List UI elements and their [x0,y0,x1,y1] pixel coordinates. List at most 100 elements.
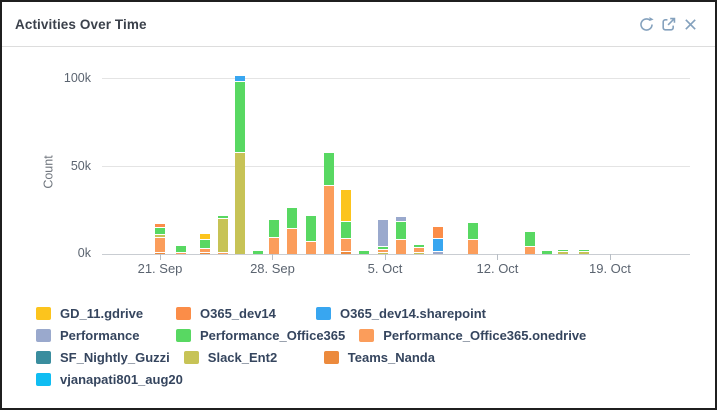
x-tick-label: 5. Oct [367,261,403,276]
legend-item[interactable]: vjanapati801_aug20 [36,370,197,389]
bar-segment[interactable] [433,251,443,254]
bar-segment[interactable] [155,252,165,254]
legend-row: GD_11.gdrive O365_dev14 O365_dev14.sharepo… [36,304,695,323]
bar-segment[interactable] [323,153,334,185]
bar-segment[interactable] [217,218,228,252]
bar-segment[interactable] [542,251,553,254]
legend-swatch-icon[interactable] [176,307,191,320]
bar-segment[interactable] [199,240,210,249]
bar-segment[interactable] [235,152,246,254]
legend-item[interactable]: GD_11.gdrive [36,304,176,323]
bar-segment[interactable] [175,246,186,253]
bar-segment[interactable] [217,215,228,218]
bar-segment[interactable] [269,219,280,238]
bar-stack[interactable] [155,224,165,254]
close-icon[interactable] [682,16,699,33]
bar-segment[interactable] [286,228,297,254]
bar-segment[interactable] [341,252,352,254]
bar-segment[interactable] [524,247,535,254]
bar-stack[interactable] [413,245,424,254]
bar-segment[interactable] [413,245,424,247]
export-icon[interactable] [660,16,677,33]
legend-item[interactable]: Slack_Ent2 [183,348,324,367]
bar-stack[interactable] [524,232,535,254]
bar-stack[interactable] [235,76,246,254]
bar-stack[interactable] [253,251,264,254]
bar-segment[interactable] [286,208,297,228]
bar-segment[interactable] [341,189,352,222]
legend-swatch-icon[interactable] [36,351,51,364]
bar-segment[interactable] [396,240,407,254]
bar-stack[interactable] [217,215,228,254]
bar-segment[interactable] [378,250,389,252]
bar-segment[interactable] [155,237,165,252]
bar-stack[interactable] [433,227,443,254]
legend-item[interactable]: Performance [36,326,176,345]
bar-segment[interactable] [199,249,210,252]
bar-segment[interactable] [175,253,186,254]
bar-segment[interactable] [413,247,424,252]
legend-item[interactable]: Performance_Office365.onedrive [359,326,600,345]
legend-swatch-icon[interactable] [36,307,51,320]
bar-segment[interactable] [396,221,407,239]
bar-segment[interactable] [341,222,352,238]
bar-segment[interactable] [413,252,424,254]
legend-swatch-icon[interactable] [323,351,339,364]
bar-segment[interactable] [433,238,443,251]
bar-segment[interactable] [341,239,352,252]
bar-stack[interactable] [286,208,297,254]
bar-segment[interactable] [269,238,280,254]
bar-stack[interactable] [306,216,317,254]
bar-stack[interactable] [269,219,280,254]
bar-stack[interactable] [378,220,389,254]
bar-segment[interactable] [235,76,246,81]
bar-stack[interactable] [199,234,210,254]
bar-segment[interactable] [155,224,165,228]
bar-segment[interactable] [524,232,535,246]
bar-segment[interactable] [579,249,590,251]
legend-swatch-icon[interactable] [316,307,331,320]
bar-stack[interactable] [542,251,553,254]
bar-segment[interactable] [378,220,389,247]
legend-item[interactable]: O365_dev14 [176,304,316,323]
bar-stack[interactable] [175,246,186,254]
bar-segment[interactable] [378,252,389,254]
bar-segment[interactable] [378,247,389,250]
bar-segment[interactable] [306,241,317,254]
bar-segment[interactable] [199,252,210,254]
legend-swatch-icon[interactable] [36,329,51,342]
bar-segment[interactable] [558,250,569,252]
bar-segment[interactable] [155,228,165,235]
bar-stack[interactable] [558,250,569,254]
bar-stack[interactable] [579,249,590,254]
bar-segment[interactable] [217,252,228,254]
bar-segment[interactable] [359,251,370,254]
bar-stack[interactable] [341,189,352,254]
legend-swatch-icon[interactable] [176,329,191,342]
bar-stack[interactable] [359,251,370,254]
bar-segment[interactable] [558,252,569,254]
bar-segment[interactable] [579,251,590,254]
bar-segment[interactable] [235,81,246,152]
refresh-icon[interactable] [638,16,655,33]
bar-segment[interactable] [396,217,407,221]
bar-segment[interactable] [306,216,317,241]
bar-segment[interactable] [433,227,443,238]
legend-item[interactable]: Performance_Office365 [176,326,359,345]
legend-item[interactable]: O365_dev14.sharepoint [316,304,500,323]
bar-segment[interactable] [468,240,479,254]
legend-swatch-icon[interactable] [359,329,375,342]
legend-swatch-icon[interactable] [183,351,199,364]
bar-segment[interactable] [323,185,334,254]
x-tick-label: 21. Sep [137,261,183,276]
bar-segment[interactable] [253,251,264,254]
legend-swatch-icon[interactable] [36,373,51,386]
bar-stack[interactable] [396,217,407,254]
bar-stack[interactable] [323,153,334,254]
bar-segment[interactable] [155,235,165,237]
bar-segment[interactable] [199,234,210,240]
bar-segment[interactable] [468,223,479,239]
legend-item[interactable]: Teams_Nanda [323,348,464,367]
legend-item[interactable]: SF_Nightly_Guzzi [36,348,184,367]
bar-stack[interactable] [468,223,479,254]
